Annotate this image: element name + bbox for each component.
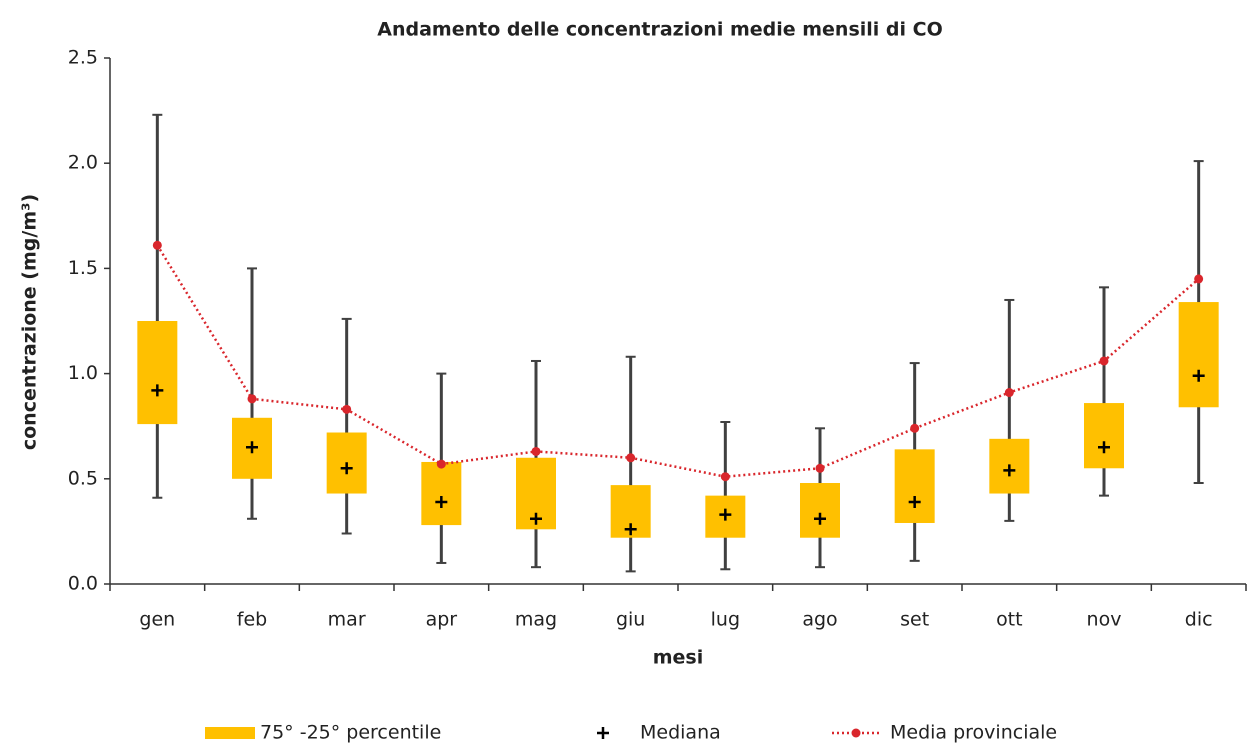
y-tick-label: 2.5 — [68, 47, 98, 69]
x-tick-label: apr — [426, 609, 458, 631]
chart-title: Andamento delle concentrazioni medie men… — [377, 19, 943, 41]
mean-line — [156, 244, 1200, 478]
x-tick-label: gen — [139, 609, 175, 631]
x-tick-label: ott — [996, 609, 1023, 631]
legend-label: Mediana — [640, 722, 721, 744]
y-tick-label: 1.5 — [68, 257, 98, 279]
box — [1178, 302, 1219, 408]
box — [1084, 403, 1124, 469]
legend-swatch — [851, 728, 861, 738]
mean-dot — [626, 453, 636, 463]
y-tick-label: 1.0 — [68, 362, 98, 384]
median — [1098, 441, 1110, 454]
legend-label: 75° -25° percentile — [260, 722, 441, 744]
mean-dot — [152, 240, 162, 250]
median — [435, 495, 448, 508]
box — [137, 321, 178, 425]
x-tick-label: set — [900, 609, 929, 631]
median — [1003, 464, 1016, 477]
mean-dot — [1194, 274, 1204, 284]
box — [421, 461, 462, 526]
mean-dot — [1099, 356, 1109, 366]
y-tick-label: 0.0 — [68, 573, 98, 595]
x-tick-label: dic — [1185, 609, 1213, 631]
box — [800, 483, 840, 538]
x-tick-label: lug — [711, 609, 740, 631]
mean-dot — [815, 463, 825, 473]
mean-dot — [247, 394, 257, 404]
median — [908, 495, 921, 508]
median — [340, 462, 353, 475]
x-tick-label: mar — [328, 609, 366, 631]
box — [894, 449, 935, 523]
x-tick-label: giu — [616, 609, 645, 631]
median — [151, 384, 164, 397]
median — [1192, 369, 1205, 382]
legend-swatch — [597, 727, 609, 739]
legend-label: Media provinciale — [890, 722, 1057, 744]
median — [530, 512, 542, 525]
legend-swatch — [205, 727, 255, 739]
y-axis-label: concentrazione (mg/m³) — [19, 194, 41, 450]
x-tick-label: feb — [237, 609, 267, 631]
median — [814, 512, 826, 525]
mean-dot — [531, 446, 541, 456]
median — [624, 523, 637, 536]
y-tick-label: 2.0 — [68, 152, 98, 174]
median — [246, 441, 258, 454]
x-tick-label: ago — [802, 609, 837, 631]
mean-dot — [342, 404, 352, 414]
y-tick-label: 0.5 — [68, 467, 98, 489]
x-tick-label: mag — [515, 609, 557, 631]
mean-dot — [910, 423, 920, 433]
mean-dot — [436, 459, 446, 469]
median — [719, 508, 732, 521]
x-tick-label: nov — [1087, 609, 1122, 631]
mean-dot — [1004, 388, 1014, 398]
x-axis-label: mesi — [653, 647, 704, 669]
mean-dot — [720, 472, 730, 482]
